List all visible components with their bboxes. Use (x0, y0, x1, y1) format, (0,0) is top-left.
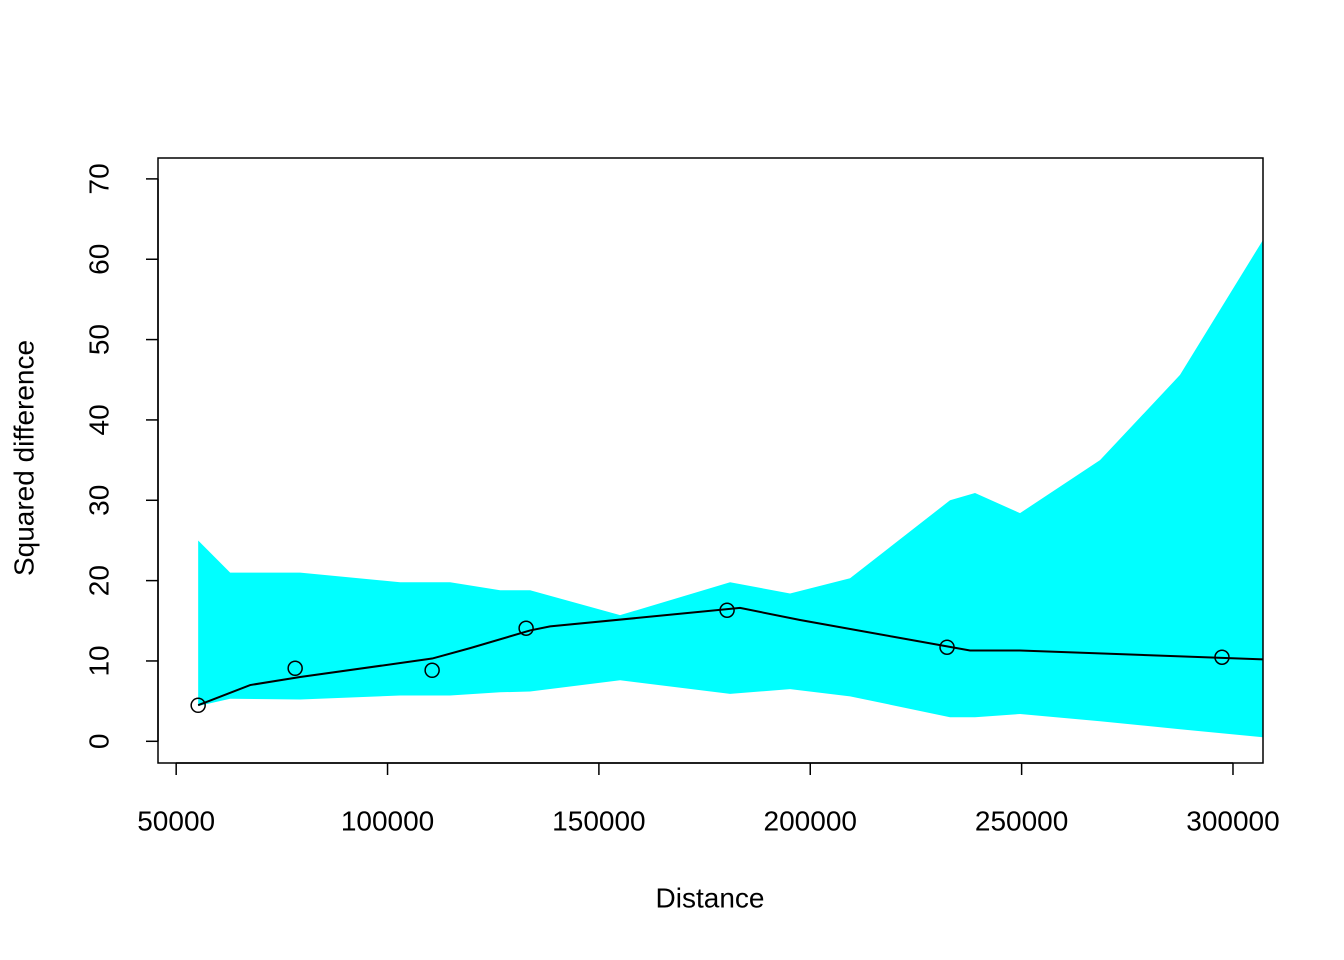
y-tick-label: 30 (83, 485, 114, 516)
point (424, 662, 440, 679)
point (190, 697, 206, 714)
y-tick-label: 20 (83, 565, 114, 596)
x-tick-label: 300000 (1186, 805, 1279, 836)
point (518, 620, 534, 637)
point (287, 660, 303, 677)
smooth-line (197, 606, 1264, 707)
y-tick-label: 40 (83, 404, 114, 435)
x-tick-label: 100000 (341, 805, 434, 836)
x-axis-label: Distance (656, 882, 765, 913)
y-tick-label: 0 (83, 734, 114, 750)
y-tick-label: 10 (83, 645, 114, 676)
point (939, 639, 955, 655)
x-tick-label: 50000 (137, 805, 215, 836)
x-tick-label: 200000 (764, 805, 857, 836)
y-tick-label: 60 (83, 244, 114, 275)
y-tick-label: 70 (83, 163, 114, 194)
confidence-band (198, 239, 1263, 738)
y-axis-label: Squared difference (8, 340, 39, 576)
point (719, 602, 735, 619)
point (1214, 649, 1230, 666)
x-tick-label: 250000 (975, 805, 1068, 836)
y-tick-label: 50 (83, 324, 114, 355)
x-tick-label: 150000 (552, 805, 645, 836)
